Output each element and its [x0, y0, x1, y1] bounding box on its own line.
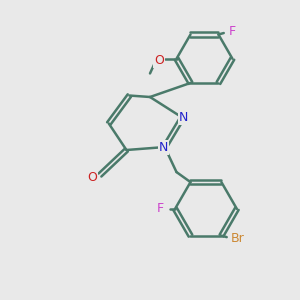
Text: F: F [157, 202, 164, 215]
Text: F: F [228, 25, 236, 38]
Text: N: N [179, 111, 188, 124]
Text: N: N [159, 141, 168, 154]
Text: O: O [87, 172, 97, 184]
Text: O: O [154, 54, 164, 67]
Text: Br: Br [231, 232, 244, 245]
